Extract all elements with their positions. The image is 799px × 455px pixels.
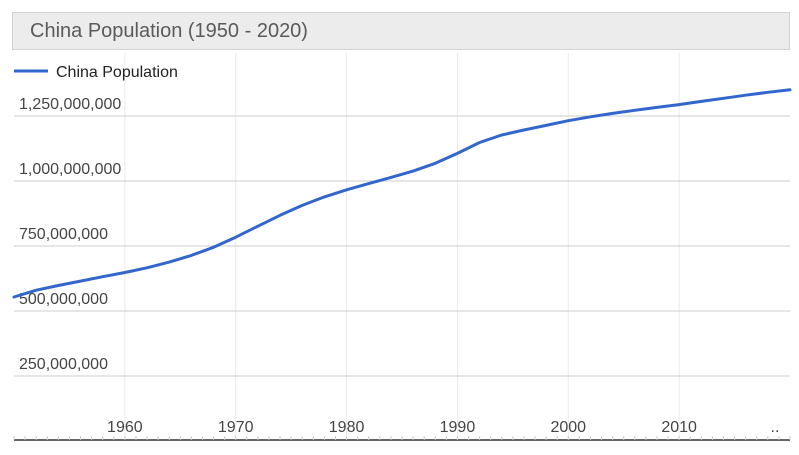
- x-tick-label: 2010: [661, 419, 697, 436]
- x-tick-label: 1970: [218, 419, 254, 436]
- y-tick-label: 1,250,000,000: [19, 96, 121, 113]
- x-tick-label: ..: [771, 419, 780, 436]
- chart-title-bar: China Population (1950 - 2020): [12, 12, 790, 50]
- y-tick-label: 500,000,000: [19, 291, 108, 308]
- y-tick-label: 250,000,000: [19, 356, 108, 373]
- x-tick-label: 1960: [107, 419, 143, 436]
- chart-title: China Population (1950 - 2020): [30, 20, 308, 42]
- y-tick-label: 750,000,000: [19, 226, 108, 243]
- legend-label: China Population: [56, 64, 178, 81]
- series-line-china-population: [12, 88, 792, 299]
- x-tick-label: 2000: [550, 419, 586, 436]
- y-tick-label: 1,000,000,000: [19, 161, 121, 178]
- x-tick-label: 1980: [329, 419, 365, 436]
- x-tick-label: 1990: [440, 419, 476, 436]
